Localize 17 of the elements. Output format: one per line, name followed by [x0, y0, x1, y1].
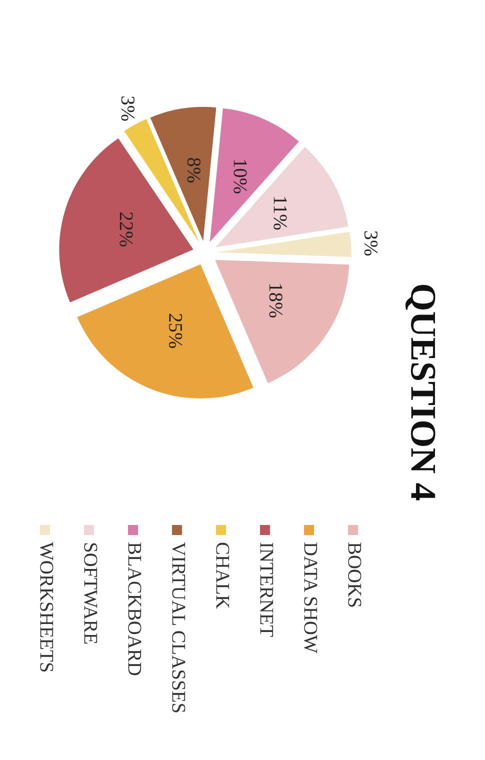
legend-label: VIRTUAL CLASSES: [172, 542, 186, 712]
data-label: 11%: [274, 197, 287, 230]
legend-label: WORKSHEETS: [40, 542, 54, 672]
data-label: 18%: [269, 284, 282, 318]
data-label: 3%: [121, 96, 134, 121]
legend-label: DATA SHOW: [304, 542, 318, 654]
legend-label: BLACKBOARD: [128, 542, 142, 676]
data-label: 22%: [120, 212, 133, 246]
legend-label: SOFTWARE: [84, 543, 98, 644]
data-label: 3%: [364, 231, 378, 256]
legend-label: CHALK: [216, 542, 230, 609]
data-label: 25%: [168, 314, 182, 348]
data-label: 10%: [234, 160, 247, 194]
legend-label: BOOKS: [348, 542, 362, 607]
text: QUESTION 4: [405, 284, 436, 500]
legend-label: INTERNET: [260, 542, 274, 637]
data-label: 8%: [187, 158, 200, 182]
